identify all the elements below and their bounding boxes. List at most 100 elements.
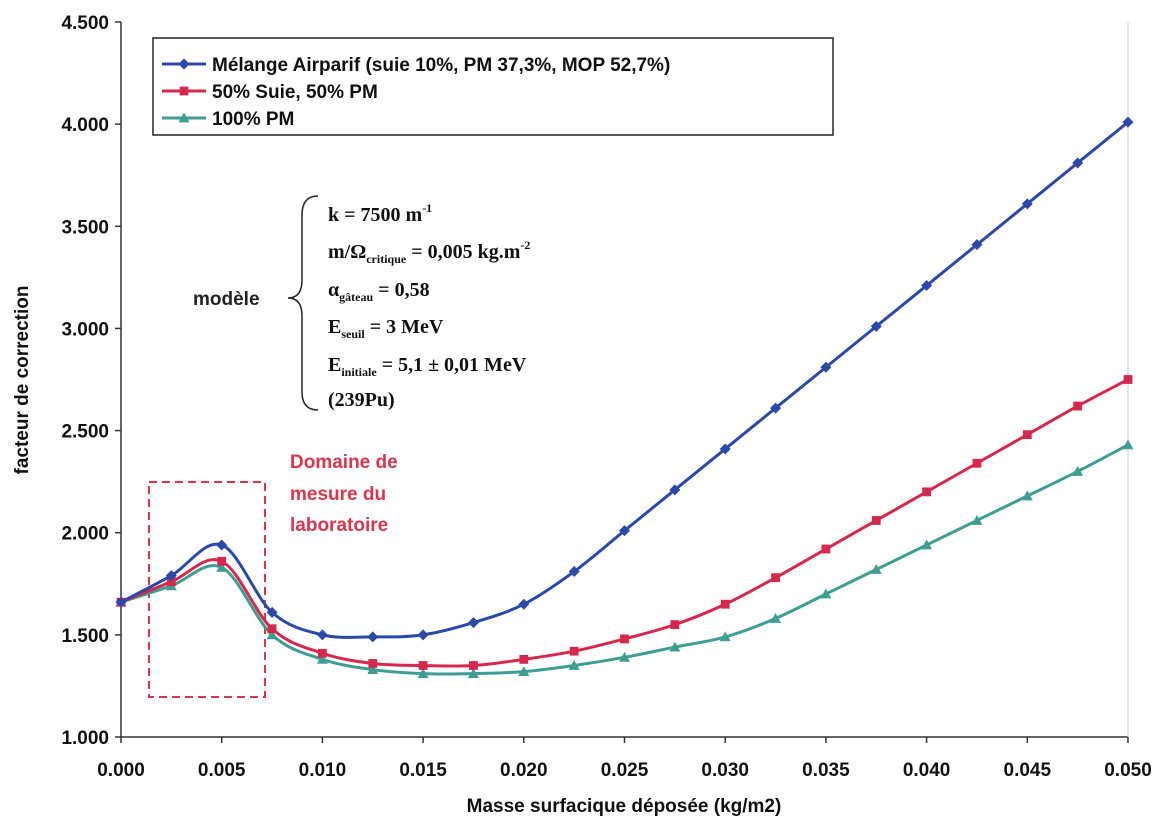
legend-item: 50% Suie, 50% PM	[162, 82, 378, 103]
data-point	[719, 443, 731, 455]
data-point	[316, 629, 328, 641]
model-annotation: modèle k = 7500 m-1 m/Ωcritique = 0,005 …	[193, 195, 530, 411]
x-tick-label: 0.035	[802, 760, 850, 781]
x-tick-label: 0.045	[1004, 760, 1052, 781]
y-tick-label: 1.500	[61, 626, 109, 647]
x-tick-label: 0.025	[601, 760, 649, 781]
data-point	[115, 596, 127, 608]
data-point	[1072, 157, 1084, 169]
data-point	[922, 487, 931, 497]
data-point	[1021, 198, 1033, 210]
legend: Mélange Airparif (suie 10%, PM 37,3%, MO…	[152, 37, 834, 136]
data-point	[669, 641, 681, 652]
legend-label: Mélange Airparif (suie 10%, PM 37,3%, MO…	[212, 55, 670, 76]
legend-box	[152, 37, 834, 136]
data-point	[367, 631, 379, 643]
param-e-initiale: Einitiale = 5,1 ± 0,01 MeV	[328, 354, 527, 379]
data-point	[417, 668, 429, 679]
series-layer	[115, 116, 1134, 679]
data-point	[467, 617, 479, 629]
param-e-seuil: Eseuil = 3 MeV	[328, 316, 444, 341]
data-point	[971, 514, 983, 525]
domain-label-line-1: Domaine de	[290, 452, 398, 473]
data-point	[1122, 439, 1134, 450]
data-point	[417, 629, 429, 641]
measurement-domain-box	[148, 481, 266, 698]
legend-item: Mélange Airparif (suie 10%, PM 37,3%, MO…	[162, 55, 670, 76]
data-point	[620, 634, 629, 644]
y-axis-ticks: 1.000 1.500 2.000 2.500 3.000 3.500 4.000 4.500	[61, 13, 121, 749]
legend-label: 50% Suie, 50% PM	[212, 82, 378, 103]
y-tick-label: 3.000	[61, 319, 109, 340]
y-axis-title: facteur de correction	[12, 286, 33, 475]
data-point	[467, 668, 479, 679]
x-tick-label: 0.040	[903, 760, 951, 781]
y-tick-label: 2.500	[61, 422, 109, 443]
data-point	[216, 539, 228, 551]
data-point	[820, 361, 832, 373]
data-point	[217, 556, 227, 566]
data-point	[870, 320, 882, 332]
data-point	[820, 588, 832, 599]
model-label: modèle	[193, 289, 260, 310]
data-point	[921, 280, 933, 292]
y-tick-label: 4.000	[61, 115, 109, 136]
data-point	[569, 646, 579, 656]
x-tick-label: 0.005	[198, 760, 246, 781]
data-point	[1022, 430, 1032, 440]
y-tick-label: 1.000	[61, 728, 109, 749]
x-tick-label: 0.030	[701, 760, 749, 781]
data-point	[1021, 490, 1033, 501]
domain-label-line-3: laboratoire	[290, 515, 388, 536]
data-point	[719, 631, 731, 642]
x-tick-label: 0.050	[1104, 760, 1152, 781]
data-point	[367, 664, 379, 674]
data-point	[972, 458, 982, 468]
legend-item: 100% PM	[162, 109, 294, 130]
y-tick-label: 4.500	[61, 13, 109, 34]
x-tick-label: 0.015	[399, 760, 447, 781]
data-point	[267, 624, 277, 634]
data-point	[166, 577, 176, 587]
data-point	[821, 544, 831, 554]
data-point	[870, 563, 882, 574]
data-point	[1123, 375, 1133, 384]
data-point	[518, 598, 530, 610]
param-pu: (239Pu)	[328, 389, 395, 411]
data-point	[316, 653, 328, 664]
x-tick-label: 0.010	[299, 760, 347, 781]
x-tick-label: 0.020	[500, 760, 548, 781]
data-point	[771, 573, 780, 583]
data-point	[971, 239, 983, 251]
data-point	[568, 660, 580, 670]
data-point	[871, 516, 881, 525]
data-point	[318, 648, 327, 658]
data-point	[368, 659, 378, 668]
data-point	[519, 654, 529, 664]
data-point	[770, 402, 782, 414]
data-point	[568, 566, 580, 578]
data-point	[518, 666, 530, 677]
param-m-omega: m/Ωcritique = 0,005 kg.m-2	[328, 238, 530, 266]
param-k: k = 7500 m-1	[328, 201, 432, 226]
domain-label-line-2: mesure du	[290, 484, 386, 505]
x-tick-label: 0.000	[97, 760, 145, 781]
data-point	[469, 661, 478, 670]
y-tick-label: 3.500	[61, 217, 109, 238]
data-point	[669, 484, 681, 496]
series-diamond	[115, 116, 1134, 643]
data-point	[266, 606, 278, 618]
data-point	[1073, 401, 1083, 411]
data-point	[720, 599, 730, 609]
legend-marker	[179, 86, 189, 96]
data-point	[266, 629, 278, 640]
data-point	[619, 525, 630, 537]
data-point	[619, 651, 630, 662]
data-point	[670, 620, 680, 630]
data-point	[770, 613, 782, 623]
data-point	[216, 561, 228, 572]
data-point	[418, 661, 428, 670]
param-alpha: αgâteau = 0,58	[328, 279, 430, 304]
data-point	[921, 539, 933, 550]
